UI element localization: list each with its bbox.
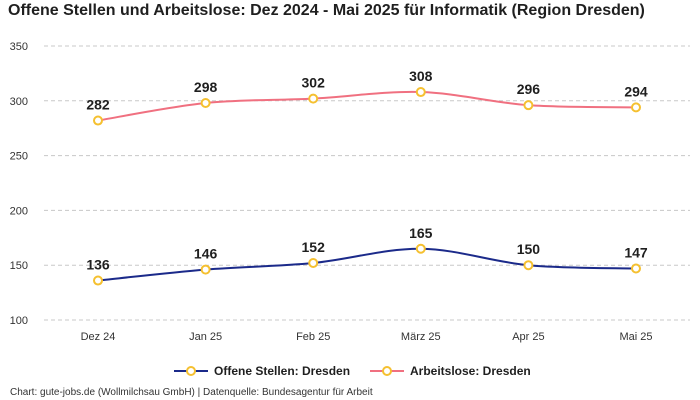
y-tick-label: 350 (10, 41, 28, 53)
legend-label-1: Arbeitslose: Dresden (410, 364, 531, 378)
x-tick-label: März 25 (401, 331, 441, 343)
data-point (93, 275, 103, 286)
data-point (631, 102, 641, 113)
data-label: 165 (409, 225, 433, 241)
series-line-1 (97, 90, 637, 122)
data-point (415, 87, 426, 98)
data-label: 296 (517, 81, 541, 97)
series-line-0 (97, 247, 637, 282)
x-tick-label: Mai 25 (619, 331, 652, 343)
data-label: 150 (517, 241, 541, 257)
data-label: 308 (409, 68, 433, 84)
data-label: 136 (86, 257, 110, 273)
x-tick-label: Jan 25 (189, 331, 222, 343)
chart-source: Chart: gute-jobs.de (Wollmilchsau GmbH) … (10, 387, 373, 398)
data-point (415, 243, 426, 254)
data-point (308, 93, 319, 104)
data-label: 282 (86, 97, 110, 113)
data-label: 146 (194, 246, 218, 262)
data-label: 152 (302, 239, 326, 255)
data-point (200, 264, 211, 275)
y-tick-label: 100 (10, 315, 28, 327)
legend-marker-1 (382, 366, 392, 376)
data-point (523, 100, 534, 111)
data-point (523, 260, 534, 271)
y-tick-label: 250 (10, 151, 28, 163)
data-point (200, 97, 211, 108)
x-tick-label: Apr 25 (512, 331, 544, 343)
data-label: 147 (624, 244, 648, 260)
x-tick-label: Dez 24 (81, 331, 116, 343)
data-point (93, 115, 103, 126)
y-tick-label: 300 (10, 96, 28, 108)
y-tick-label: 150 (10, 260, 28, 272)
data-label: 298 (194, 79, 218, 95)
data-point (308, 258, 319, 269)
legend-marker-0 (186, 366, 196, 376)
legend-label-0: Offene Stellen: Dresden (214, 364, 350, 378)
chart-title: Offene Stellen und Arbeitslose: Dez 2024… (8, 2, 645, 19)
x-tick-label: Feb 25 (296, 331, 330, 343)
data-label: 294 (624, 83, 648, 99)
y-tick-label: 200 (10, 205, 28, 217)
data-label: 302 (302, 75, 326, 91)
data-point (631, 263, 641, 274)
